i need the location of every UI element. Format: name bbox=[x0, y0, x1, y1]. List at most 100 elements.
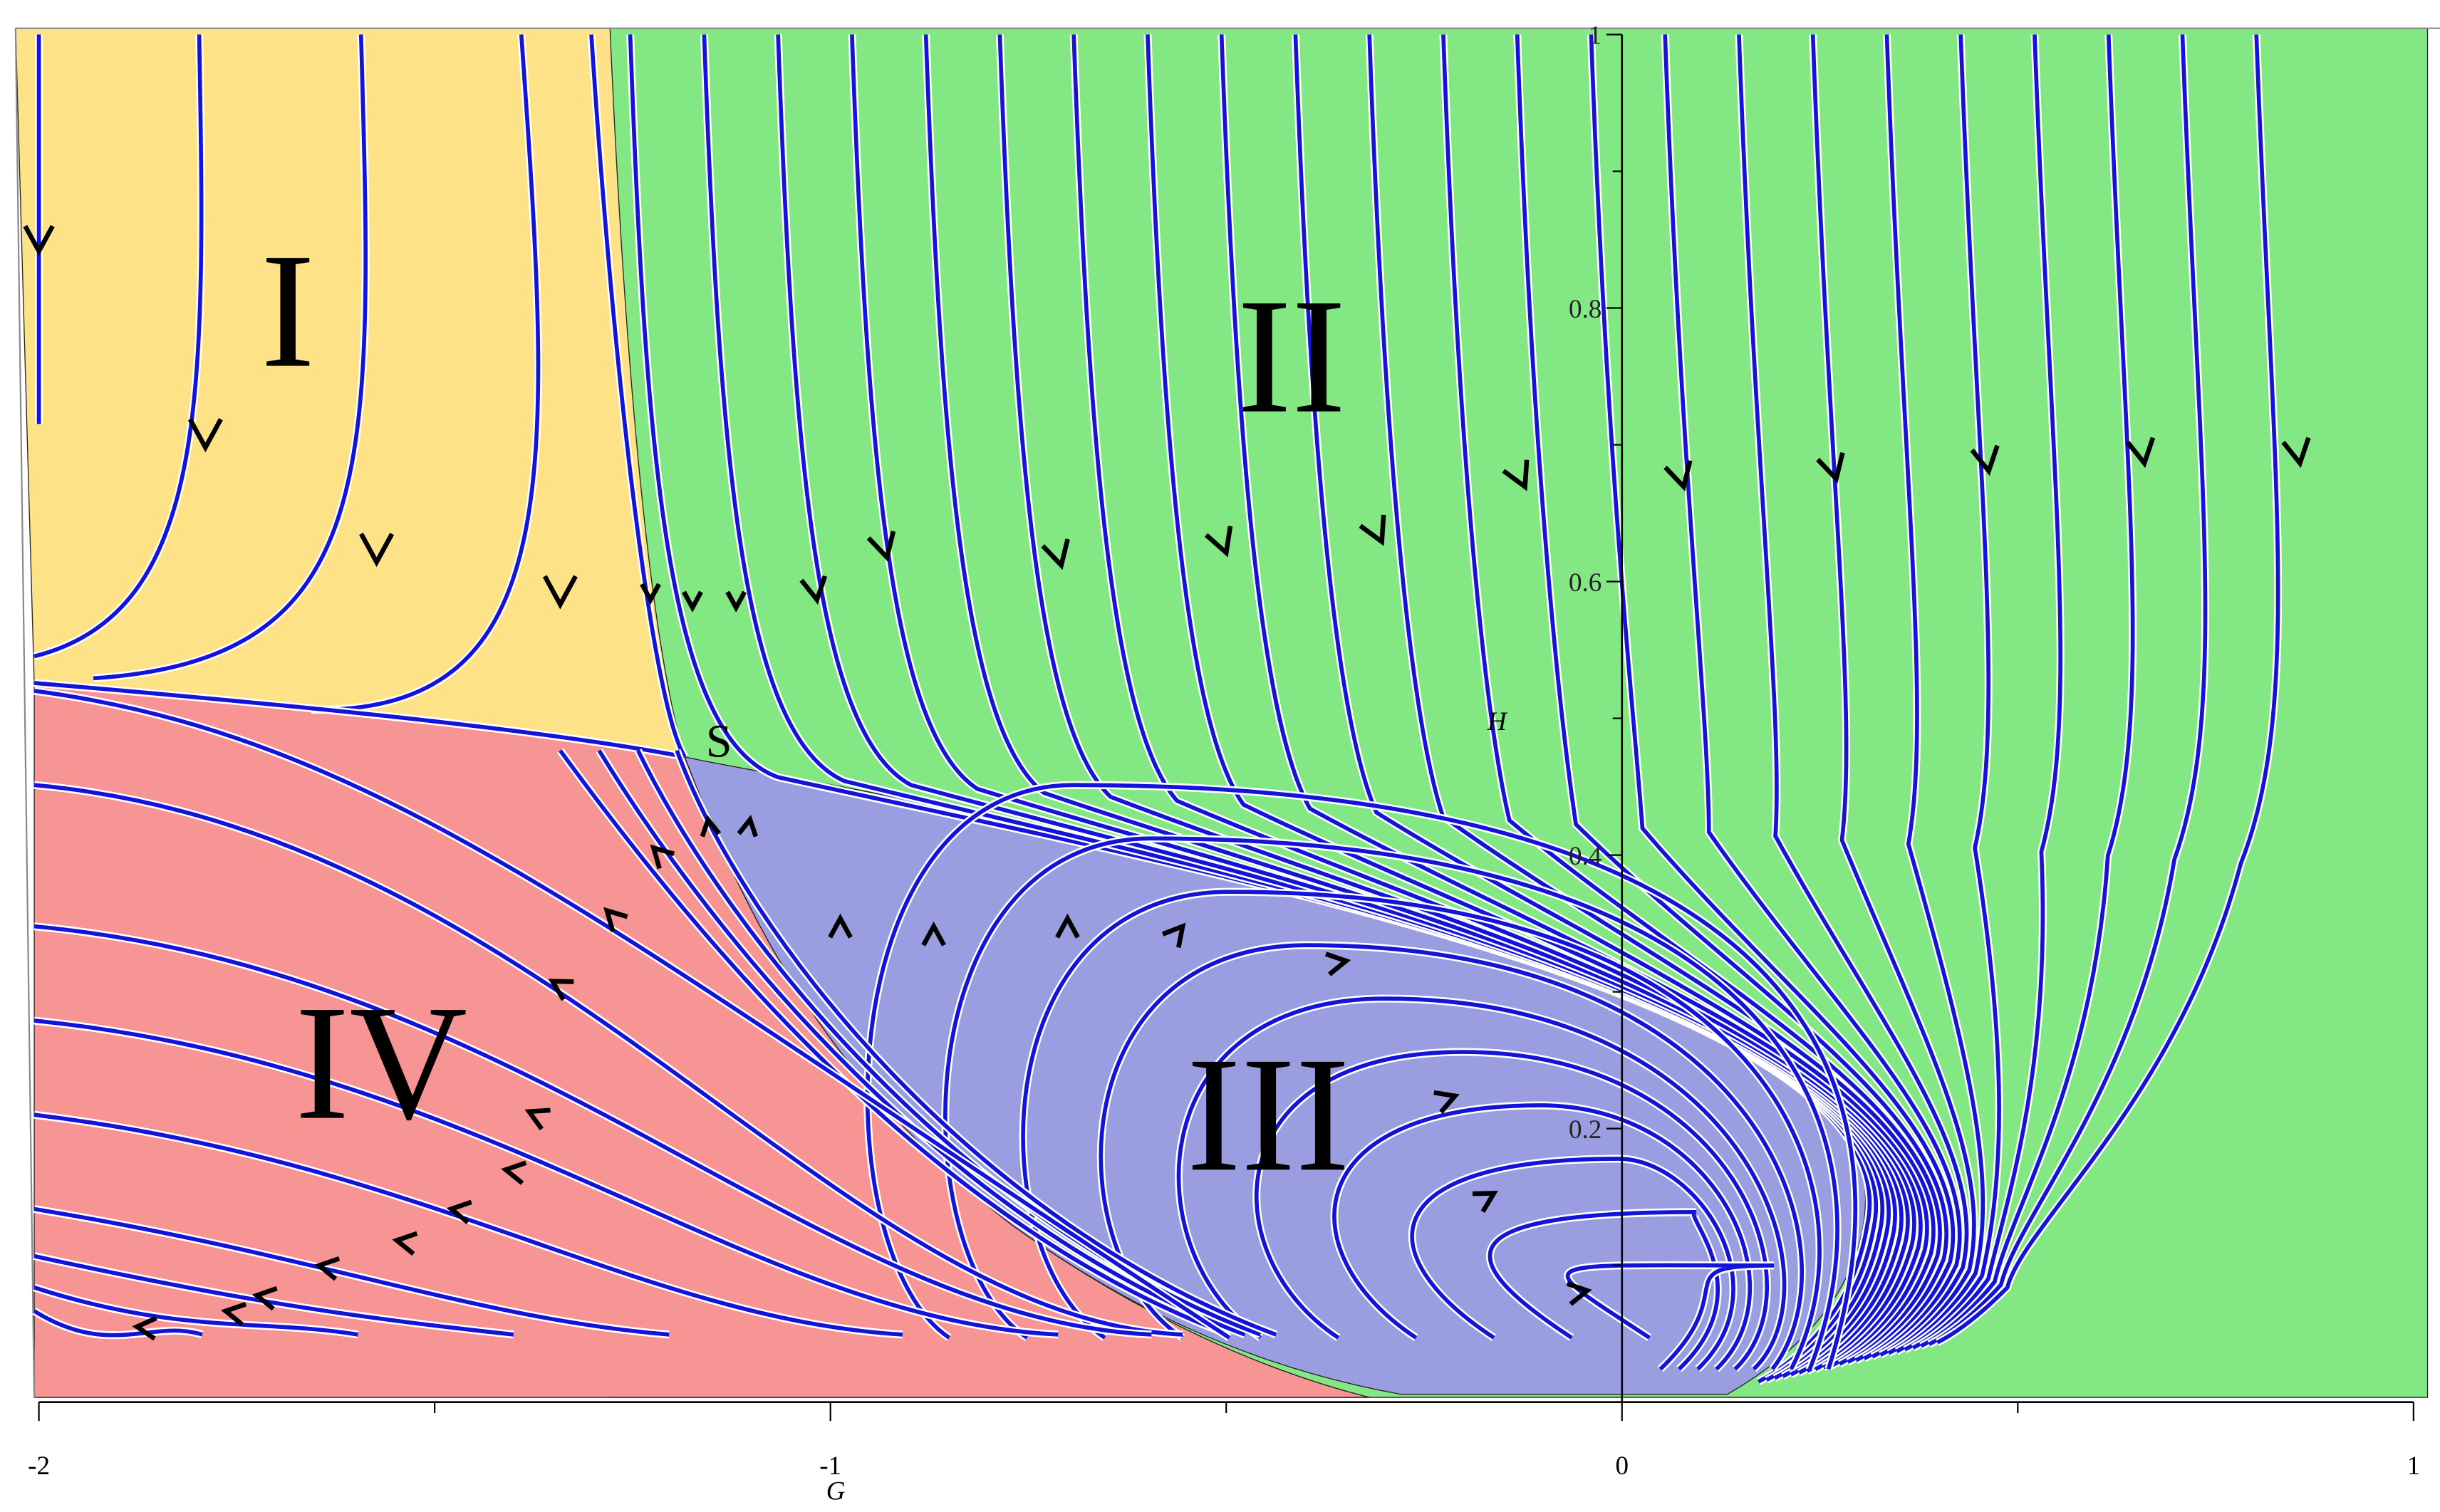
direction-arrow bbox=[1816, 452, 1845, 484]
arrows bbox=[23, 224, 2311, 1341]
streamline bbox=[1021, 890, 1822, 1370]
direction-arrow bbox=[640, 583, 661, 605]
point-label: S bbox=[706, 715, 732, 767]
direction-arrow bbox=[1433, 1090, 1460, 1114]
x-tick-label: -2 bbox=[28, 1451, 50, 1481]
y-tick-label: 0.4 bbox=[1569, 842, 1602, 871]
axes: -2 -1 0 1 0.2 0.4 0.6 0.8 1 bbox=[28, 21, 2420, 1481]
direction-arrow bbox=[221, 1301, 247, 1327]
direction-arrow bbox=[23, 224, 55, 256]
streamline bbox=[33, 783, 1183, 1337]
frame bbox=[14, 27, 2440, 1398]
y-tick-label: 1 bbox=[1589, 21, 1602, 51]
direction-arrow bbox=[650, 844, 675, 870]
direction-arrow bbox=[603, 907, 628, 932]
streamline bbox=[1219, 34, 1923, 1370]
region-fill bbox=[15, 28, 686, 758]
direction-arrow bbox=[187, 418, 223, 453]
streamline bbox=[1911, 34, 2063, 1350]
direction-arrow bbox=[1204, 526, 1233, 558]
direction-arrow bbox=[1041, 538, 1070, 570]
streamline bbox=[1099, 943, 1805, 1371]
direction-arrow bbox=[2281, 437, 2311, 469]
streamline bbox=[1367, 34, 1936, 1366]
direction-arrow bbox=[314, 1256, 341, 1281]
direction-arrow bbox=[737, 815, 758, 838]
streamline bbox=[1255, 1050, 1769, 1371]
streamline bbox=[93, 34, 368, 681]
streamline bbox=[33, 1018, 1059, 1337]
streamline bbox=[1928, 34, 2208, 1346]
direction-arrow bbox=[1663, 459, 1693, 492]
streamline bbox=[589, 34, 687, 758]
y-axis-label: H bbox=[1487, 707, 1508, 736]
y-tick-label: 0.6 bbox=[1569, 568, 1601, 598]
x-tick-label: -1 bbox=[819, 1451, 841, 1481]
direction-arrow bbox=[392, 1231, 418, 1256]
direction-arrow bbox=[1472, 1191, 1498, 1214]
streamline bbox=[33, 689, 1231, 1340]
streamline bbox=[865, 783, 1857, 1370]
streamline bbox=[1488, 1210, 1720, 1371]
x-axis-label: G bbox=[826, 1476, 846, 1506]
direction-arrow bbox=[828, 913, 853, 939]
direction-arrow bbox=[866, 531, 896, 563]
streamline bbox=[1410, 1157, 1735, 1371]
streamline bbox=[1737, 34, 1969, 1357]
streamline bbox=[1810, 34, 1976, 1355]
streamline bbox=[33, 1286, 358, 1337]
direction-arrow bbox=[501, 1160, 527, 1185]
direction-arrow bbox=[700, 815, 722, 838]
direction-arrow bbox=[1055, 913, 1080, 939]
streamline bbox=[1515, 34, 1949, 1362]
direction-arrow bbox=[132, 1315, 157, 1341]
direction-arrow bbox=[1325, 951, 1351, 976]
streamline bbox=[33, 1309, 203, 1338]
streamlines bbox=[32, 34, 2283, 1385]
region-label: III bbox=[1187, 1023, 1350, 1205]
direction-arrow bbox=[1502, 459, 1530, 491]
streamline bbox=[1920, 34, 2135, 1348]
direction-arrow bbox=[251, 1286, 278, 1311]
direction-arrow bbox=[799, 575, 828, 605]
x-tick-label: 0 bbox=[1615, 1451, 1629, 1481]
streamline bbox=[1176, 996, 1787, 1371]
streamline bbox=[1663, 34, 1962, 1359]
direction-arrow bbox=[1970, 444, 2000, 476]
region-label: IV bbox=[295, 971, 467, 1154]
direction-arrow bbox=[2125, 437, 2156, 469]
streamline bbox=[1441, 34, 1942, 1365]
direction-arrow bbox=[725, 590, 747, 613]
streamline bbox=[311, 34, 541, 712]
streamline bbox=[1589, 34, 1956, 1361]
y-tick-label: 0.8 bbox=[1569, 295, 1601, 324]
direction-arrow bbox=[921, 921, 946, 947]
y-tick-label: 0.2 bbox=[1569, 1115, 1601, 1145]
streamline bbox=[1904, 34, 2001, 1352]
streamline bbox=[1936, 34, 2280, 1345]
region-label: II bbox=[1237, 265, 1346, 447]
x-tick-label: 1 bbox=[2407, 1451, 2421, 1481]
direction-arrow bbox=[548, 979, 574, 1001]
direction-arrow bbox=[1566, 1281, 1592, 1306]
direction-arrow bbox=[359, 532, 395, 568]
direction-arrow bbox=[524, 1107, 551, 1131]
streamline bbox=[33, 1253, 514, 1337]
streamline bbox=[33, 34, 204, 659]
region-label: I bbox=[261, 219, 315, 402]
streamline bbox=[33, 924, 1152, 1337]
streamline bbox=[675, 749, 1277, 1337]
streamline bbox=[1293, 34, 1929, 1368]
streamline bbox=[33, 1112, 903, 1337]
streamline bbox=[33, 681, 685, 759]
direction-arrow bbox=[542, 575, 578, 610]
streamline bbox=[33, 1206, 670, 1337]
streamline bbox=[597, 749, 1246, 1337]
direction-arrow bbox=[682, 590, 703, 613]
streamline bbox=[1146, 34, 1916, 1372]
direction-arrow bbox=[1359, 514, 1386, 546]
direction-arrow bbox=[446, 1199, 472, 1225]
